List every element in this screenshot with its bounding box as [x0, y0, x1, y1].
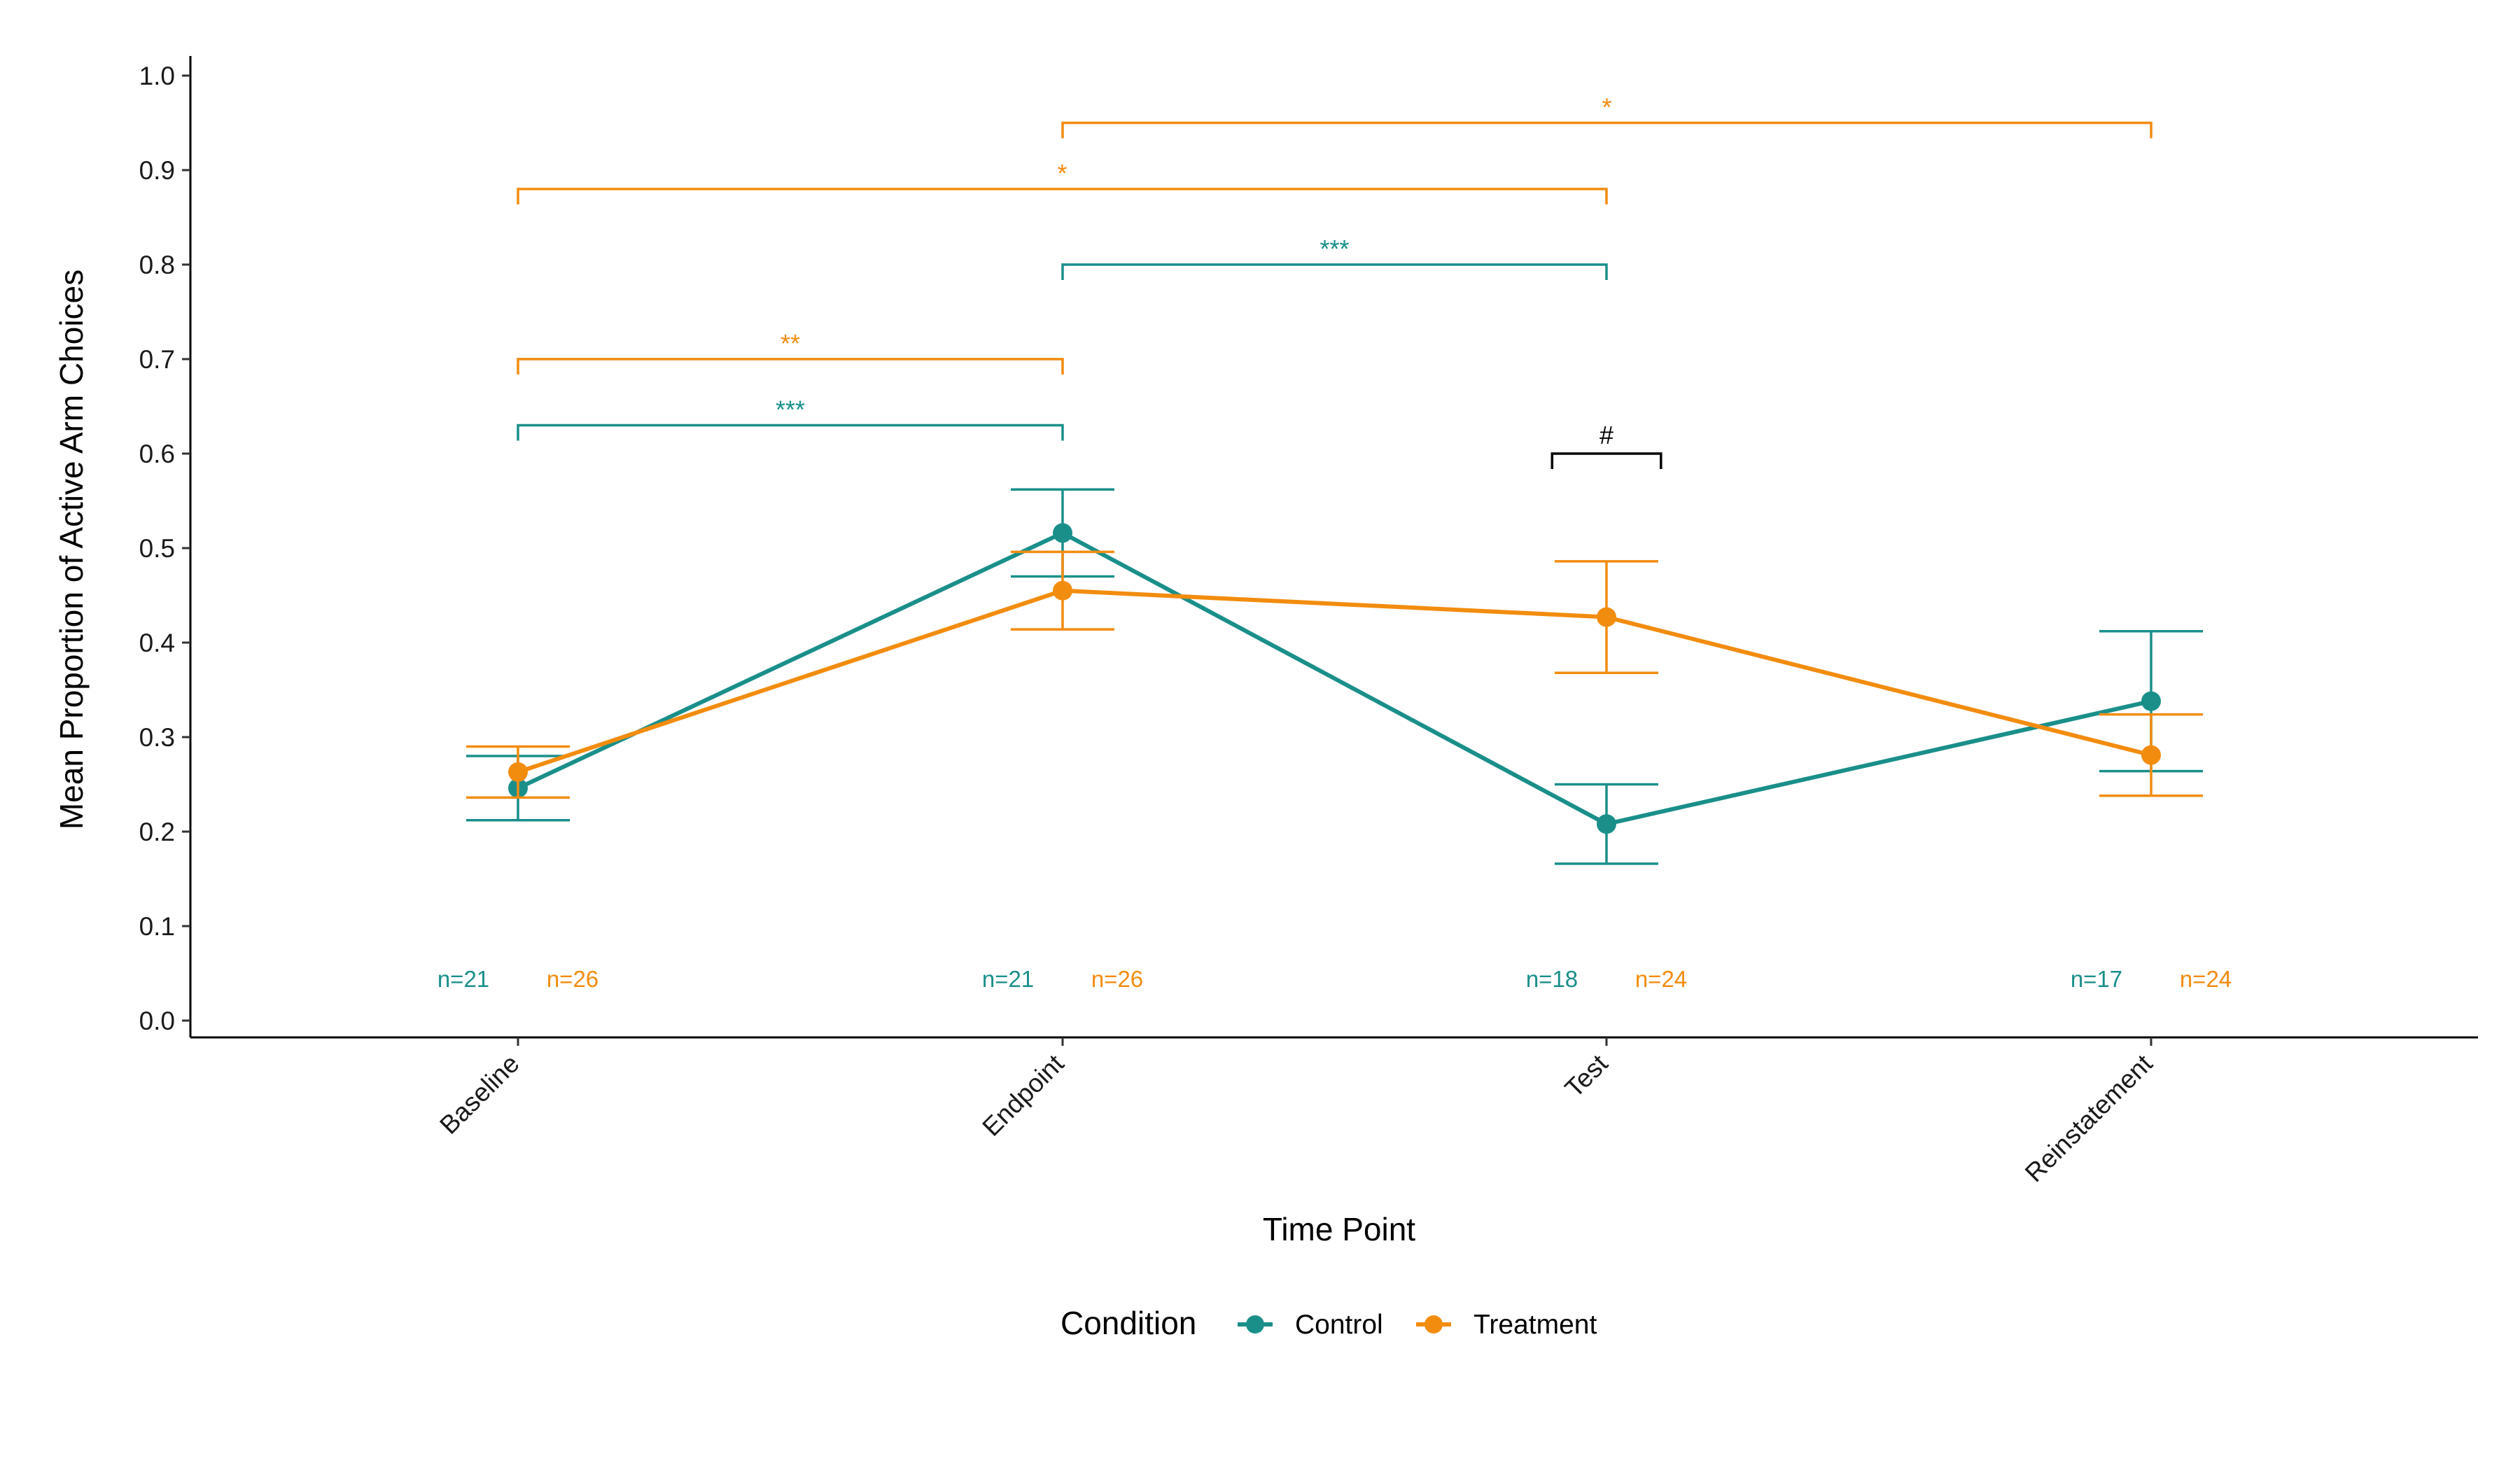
significance-layer: **********# — [517, 93, 2152, 469]
y-tick-label: 0.0 — [139, 1007, 175, 1035]
y-tick-label: 0.4 — [139, 629, 175, 657]
data-point-control — [1053, 523, 1072, 543]
sample-size-treatment: n=26 — [547, 966, 598, 992]
y-axis-title: Mean Proportion of Active Arm Choices — [53, 270, 90, 830]
legend: Condition Control Treatment — [1060, 1305, 1597, 1341]
legend-key-marker-treatment — [1424, 1315, 1443, 1334]
significance-label: * — [1602, 93, 1611, 122]
significance-bracket — [1061, 263, 1608, 280]
y-tick-label: 0.3 — [139, 723, 175, 752]
significance-bracket — [1061, 121, 2152, 139]
series-layer — [466, 488, 2203, 865]
significance-bracket — [517, 358, 1064, 374]
data-point-treatment — [1597, 607, 1616, 627]
legend-item-treatment: Treatment — [1416, 1310, 1597, 1340]
legend-label-treatment: Treatment — [1474, 1310, 1597, 1340]
series-line-treatment — [517, 588, 2152, 774]
x-tick-label: Endpoint — [976, 1049, 1070, 1142]
significance-bracket — [517, 188, 1608, 204]
y-tick-label: 0.9 — [139, 156, 175, 185]
series-treatment — [466, 550, 2203, 799]
legend-title: Condition — [1060, 1305, 1196, 1341]
significance-label: ** — [780, 329, 800, 358]
significance-label: # — [1600, 421, 1614, 449]
series-line-control — [517, 531, 2152, 827]
y-tick-label: 0.2 — [139, 818, 175, 846]
significance-label: *** — [776, 396, 805, 424]
x-tick-label: Baseline — [434, 1049, 524, 1140]
sample-size-control: n=18 — [1526, 966, 1578, 992]
y-tick-label: 0.6 — [139, 440, 175, 468]
data-point-control — [1597, 814, 1616, 834]
sample-size-layer: n=21 n=21 n=18 n=17 n=26 n=26 n=24 n=24 — [438, 966, 2232, 992]
y-tick-label: 0.7 — [139, 345, 175, 374]
sample-size-control: n=17 — [2071, 966, 2122, 992]
sample-size-treatment: n=24 — [1635, 966, 1687, 992]
sample-size-control: n=21 — [438, 966, 489, 992]
legend-label-control: Control — [1295, 1310, 1383, 1340]
sample-size-control: n=21 — [982, 966, 1034, 992]
significance-bracket — [1550, 452, 1662, 469]
x-axis-title: Time Point — [1263, 1211, 1415, 1247]
axes-layer: 0.0 0.1 0.2 0.3 0.4 0.5 0.6 0.7 0.8 0.9 1.0 Baselin… — [139, 56, 2478, 1187]
sample-size-treatment: n=24 — [2180, 966, 2232, 992]
legend-key-marker-control — [1246, 1315, 1264, 1334]
data-point-control — [2141, 691, 2161, 711]
legend-item-control: Control — [1238, 1310, 1383, 1340]
data-point-treatment — [508, 762, 528, 782]
y-tick-label: 0.1 — [139, 912, 175, 941]
y-tick-label: 1.0 — [139, 62, 175, 90]
sample-size-treatment: n=26 — [1091, 966, 1143, 992]
data-point-treatment — [2141, 745, 2161, 765]
significance-label: * — [1057, 159, 1067, 188]
y-tick-label: 0.5 — [139, 534, 175, 563]
x-tick-label: Reinstatement — [2019, 1049, 2158, 1187]
y-tick-label: 0.8 — [139, 251, 175, 279]
data-point-treatment — [1053, 580, 1072, 601]
series-control — [466, 488, 2203, 865]
significance-label: *** — [1320, 234, 1349, 263]
significance-bracket — [517, 424, 1064, 441]
x-tick-label: Test — [1560, 1049, 1614, 1102]
